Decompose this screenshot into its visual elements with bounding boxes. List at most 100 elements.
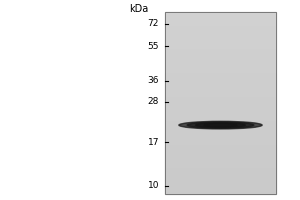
Bar [165, 107, 276, 108]
Bar [165, 129, 276, 130]
Bar [165, 192, 276, 193]
Bar [165, 152, 276, 153]
Bar [165, 29, 276, 30]
Bar [165, 14, 276, 15]
Bar [165, 116, 276, 117]
Bar [165, 88, 276, 89]
Text: 55: 55 [148, 42, 159, 51]
Bar [165, 75, 276, 76]
Bar [165, 168, 276, 169]
Bar [165, 83, 276, 84]
Bar [165, 108, 276, 109]
Bar [165, 84, 276, 85]
Bar [165, 74, 276, 75]
Bar [165, 61, 276, 62]
Text: kDa: kDa [129, 4, 148, 14]
Bar [165, 46, 276, 47]
Bar [165, 103, 276, 104]
Bar [165, 126, 276, 127]
Bar [165, 86, 276, 87]
Bar [165, 105, 276, 106]
Bar [165, 181, 276, 182]
Bar [165, 154, 276, 155]
Bar [165, 113, 276, 114]
Bar [165, 43, 276, 44]
Bar [165, 141, 276, 142]
Bar [165, 19, 276, 20]
Bar [165, 33, 276, 34]
Bar [165, 136, 276, 137]
Bar [165, 130, 276, 131]
Bar [165, 96, 276, 97]
Bar [165, 171, 276, 172]
Bar [165, 44, 276, 45]
Bar [165, 193, 276, 194]
Bar [165, 22, 276, 23]
Bar [165, 114, 276, 115]
Bar [165, 37, 276, 38]
Bar [165, 79, 276, 80]
Bar [165, 15, 276, 16]
Bar [165, 104, 276, 105]
Bar [165, 51, 276, 52]
Bar [165, 140, 276, 141]
Bar [165, 66, 276, 67]
Bar [165, 68, 276, 69]
Bar [165, 42, 276, 43]
Ellipse shape [204, 124, 237, 127]
Bar [165, 58, 276, 59]
Bar [165, 184, 276, 185]
Bar [165, 27, 276, 28]
Text: 72: 72 [148, 20, 159, 28]
Bar [165, 128, 276, 129]
Bar [165, 139, 276, 140]
Bar [165, 117, 276, 118]
Bar [165, 92, 276, 93]
Bar [165, 59, 276, 60]
Bar [165, 119, 276, 120]
Bar [165, 89, 276, 90]
Bar [165, 32, 276, 33]
Bar [165, 156, 276, 157]
Bar [165, 150, 276, 151]
Bar [165, 16, 276, 17]
Bar [165, 81, 276, 82]
Bar [165, 169, 276, 170]
Bar [165, 157, 276, 158]
Bar [165, 25, 276, 26]
Bar [165, 62, 276, 63]
Bar [165, 138, 276, 139]
Bar [165, 85, 276, 86]
Bar [165, 161, 276, 162]
Text: 10: 10 [148, 181, 159, 190]
Bar [165, 155, 276, 156]
Bar [165, 55, 276, 56]
Bar [165, 91, 276, 92]
Bar [165, 72, 276, 73]
Bar [165, 162, 276, 163]
Bar [165, 80, 276, 81]
Ellipse shape [187, 122, 254, 128]
Bar [165, 18, 276, 19]
Bar [165, 175, 276, 176]
Ellipse shape [179, 121, 262, 129]
Bar [165, 159, 276, 160]
Bar [165, 65, 276, 66]
Bar [165, 63, 276, 64]
Bar [165, 133, 276, 134]
Bar [165, 98, 276, 99]
Bar [165, 45, 276, 46]
Bar [165, 53, 276, 54]
Bar [165, 190, 276, 191]
Bar [165, 189, 276, 190]
Bar [165, 135, 276, 136]
Bar [165, 57, 276, 58]
Bar [165, 36, 276, 37]
Bar [165, 165, 276, 166]
Bar [165, 153, 276, 154]
Bar [165, 186, 276, 187]
Bar [165, 71, 276, 72]
Bar [165, 106, 276, 107]
Bar [165, 124, 276, 125]
Bar [165, 167, 276, 168]
